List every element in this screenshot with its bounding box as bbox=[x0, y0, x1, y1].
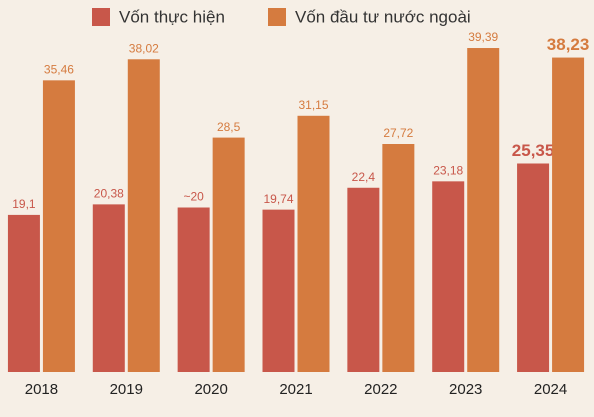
bar bbox=[7, 214, 40, 372]
bar bbox=[552, 57, 585, 372]
value-label: 27,72 bbox=[383, 126, 413, 140]
value-label: 20,38 bbox=[94, 187, 124, 201]
value-label: 31,15 bbox=[298, 98, 328, 112]
legend-swatch bbox=[268, 8, 286, 26]
bar bbox=[127, 59, 160, 373]
x-tick-label: 2019 bbox=[110, 381, 143, 398]
x-tick-label: 2021 bbox=[279, 381, 312, 398]
bar bbox=[467, 48, 500, 373]
x-tick-label: 2022 bbox=[364, 381, 397, 398]
value-label: 38,02 bbox=[129, 41, 159, 55]
value-label: 19,74 bbox=[263, 192, 293, 206]
x-tick-label: 2020 bbox=[194, 381, 227, 398]
bar bbox=[92, 204, 125, 372]
bar bbox=[42, 80, 75, 373]
legend-label: Vốn thực hiện bbox=[119, 7, 225, 26]
x-tick-label: 2023 bbox=[449, 381, 482, 398]
x-tick-label: 2018 bbox=[25, 381, 58, 398]
value-label: 22,4 bbox=[352, 170, 376, 184]
value-label: 23,18 bbox=[433, 164, 463, 178]
legend-label: Vốn đầu tư nước ngoài bbox=[295, 7, 471, 26]
bar bbox=[297, 115, 330, 372]
value-label: 28,5 bbox=[217, 120, 241, 134]
bar bbox=[347, 187, 380, 372]
bar bbox=[262, 209, 295, 372]
value-label: 35,46 bbox=[44, 63, 74, 77]
bar bbox=[517, 163, 550, 372]
bar bbox=[382, 144, 415, 372]
x-tick-label: 2024 bbox=[534, 381, 567, 398]
value-label: 39,39 bbox=[468, 30, 498, 44]
legend-swatch bbox=[92, 8, 110, 26]
value-label: 19,1 bbox=[12, 197, 36, 211]
bar bbox=[212, 137, 245, 372]
bar bbox=[432, 181, 465, 372]
bar bbox=[177, 207, 210, 372]
value-label: 25,35 bbox=[512, 141, 555, 160]
value-label: 38,23 bbox=[547, 35, 590, 54]
value-label: ~20 bbox=[183, 190, 204, 204]
